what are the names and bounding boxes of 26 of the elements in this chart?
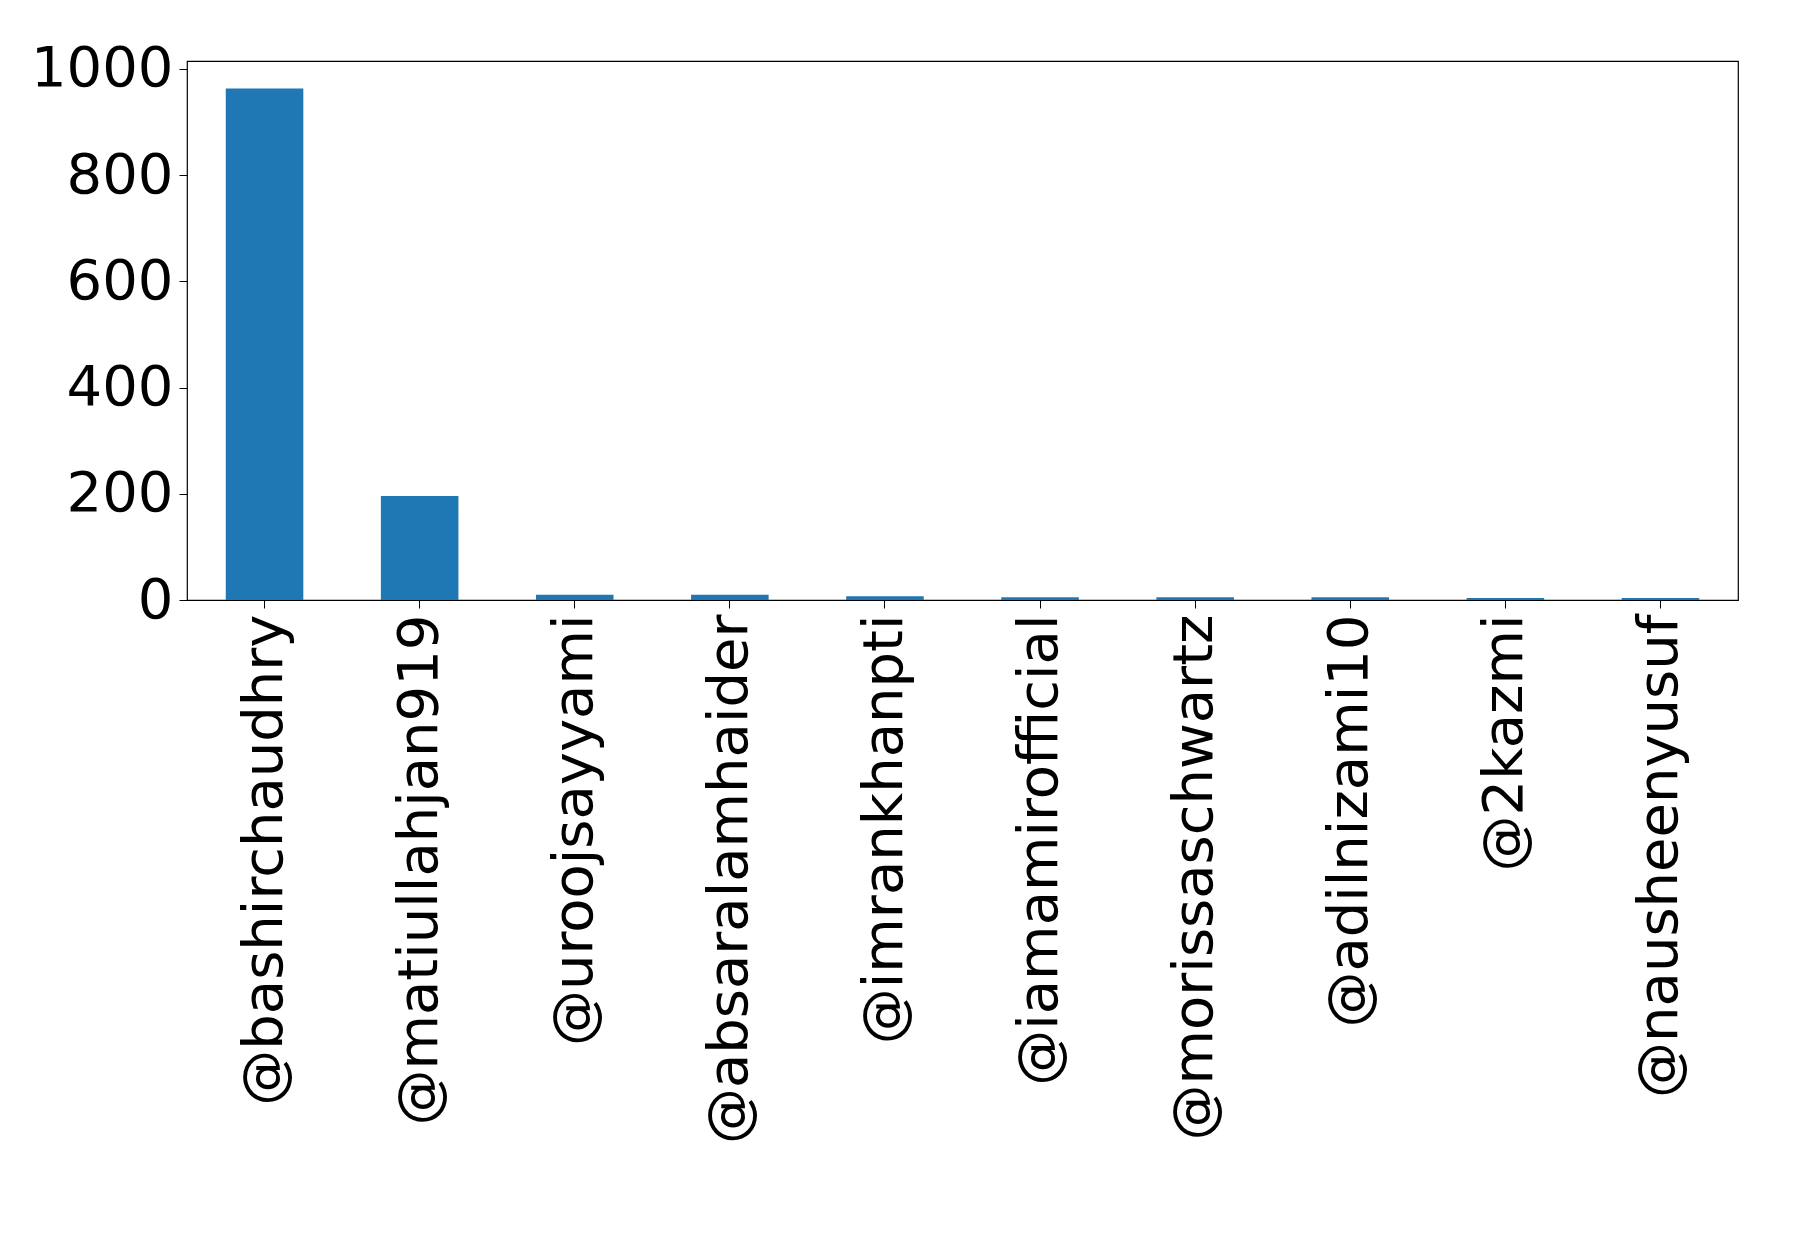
y-tick-label: 0 — [137, 565, 174, 631]
bar — [1466, 597, 1545, 600]
x-tick-label: @imrankhanpti — [849, 614, 915, 1045]
x-tick-label: @matiullahjan919 — [384, 614, 450, 1126]
y-tick-label: 400 — [66, 353, 174, 419]
x-tick-label: @bashirchaudhry — [229, 614, 295, 1106]
bar — [846, 596, 924, 600]
x-tick-label: @2kazmi — [1470, 614, 1536, 872]
x-tick-label: @uroojsayyami — [539, 614, 605, 1047]
y-tick-label: 800 — [66, 140, 174, 206]
x-tick-label: @nausheenyusuf — [1625, 613, 1691, 1098]
y-tick-label: 600 — [66, 246, 174, 312]
x-tick-label: @morissaschwartz — [1160, 614, 1226, 1141]
bar — [1156, 597, 1234, 600]
y-tick-label: 200 — [66, 459, 174, 525]
bar — [380, 495, 459, 600]
x-tick-label: @iamamirofficial — [1005, 614, 1071, 1086]
bar — [1311, 597, 1390, 600]
bar — [535, 594, 614, 600]
x-tick-label: @adilnizami10 — [1315, 614, 1381, 1028]
bar — [691, 594, 769, 600]
bar — [1001, 597, 1079, 600]
bar — [1621, 597, 1700, 600]
x-tick-label: @absaralamhaider — [694, 613, 760, 1145]
y-tick-label: 1000 — [30, 34, 174, 100]
bar — [225, 88, 304, 600]
